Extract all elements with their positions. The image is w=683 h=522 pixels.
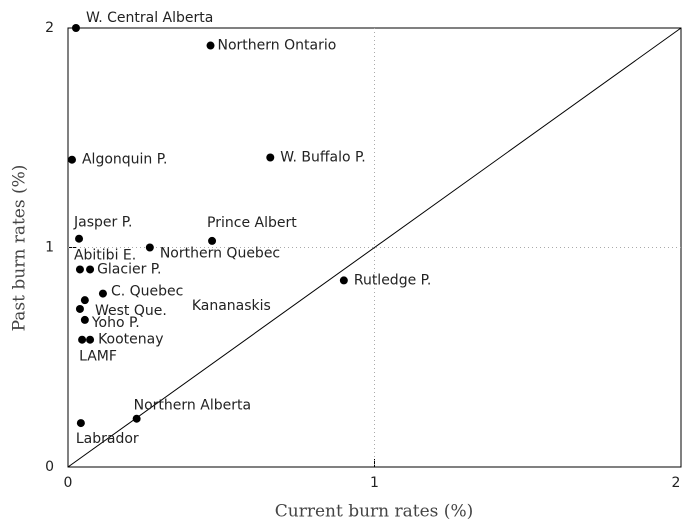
point	[208, 236, 217, 245]
point-label: W. Buffalo P.	[280, 150, 365, 166]
point	[80, 296, 89, 305]
point	[206, 41, 215, 50]
diagonal	[67, 27, 682, 468]
point	[75, 265, 84, 274]
point	[132, 414, 141, 423]
point	[80, 315, 89, 324]
point-label: C. Quebec	[111, 284, 183, 300]
point-label: Glacier P.	[97, 261, 161, 277]
point	[76, 419, 85, 428]
y-axis-label: Past burn rates (%)	[10, 165, 30, 332]
point-label: Northern Alberta	[134, 398, 251, 414]
point-label: Jasper P.	[73, 215, 132, 231]
point-label: Kootenay	[98, 332, 163, 348]
point-label: Northern Ontario	[218, 38, 337, 54]
y-tick-label: 0	[45, 459, 54, 475]
point-label: Kananaskis	[192, 298, 271, 314]
point	[98, 289, 107, 298]
point	[67, 155, 76, 164]
point-label: Northern Quebec	[160, 246, 280, 262]
point-label: LAMF	[79, 349, 117, 365]
point	[86, 335, 95, 344]
point-label: Abitibi E.	[74, 247, 136, 263]
x-tick-label: 2	[672, 475, 681, 491]
point-label: Prince Albert	[207, 215, 297, 231]
y-tick-label: 1	[45, 240, 54, 256]
point	[75, 304, 84, 313]
point	[71, 24, 80, 32]
x-tick-label: 1	[370, 475, 379, 491]
point-label: West Que.	[95, 303, 167, 319]
point	[78, 335, 87, 344]
point-label: W. Central Alberta	[86, 10, 213, 26]
x-axis-label: Current burn rates (%)	[275, 502, 473, 522]
point	[86, 265, 95, 274]
point-label: Labrador	[76, 431, 139, 447]
y-tick-label: 2	[45, 20, 54, 36]
point	[266, 153, 275, 162]
point-label: Yoho P.	[91, 315, 140, 331]
point-label: Rutledge P.	[354, 272, 432, 288]
x-tick-label: 0	[64, 475, 73, 491]
point	[339, 276, 348, 285]
point	[145, 243, 154, 252]
point-label: Algonquin P.	[82, 152, 167, 168]
point	[75, 234, 84, 243]
